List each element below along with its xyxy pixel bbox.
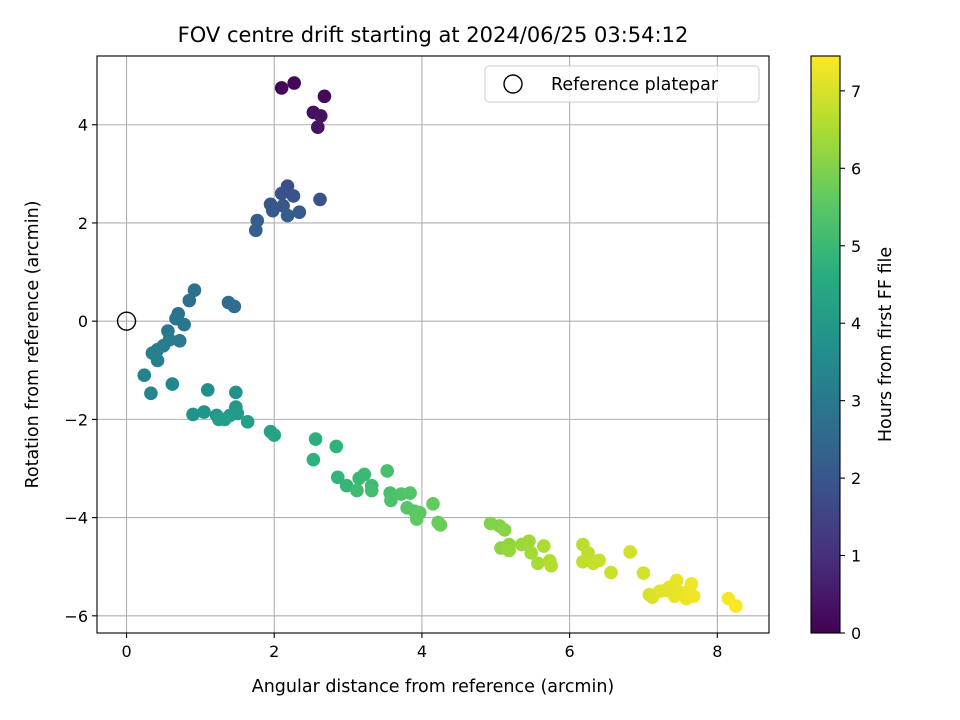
data-point	[200, 383, 215, 397]
data-point	[380, 464, 395, 478]
data-point	[728, 599, 743, 613]
colorbar-ticks: 0 1 2 3 4 5 6 7	[840, 82, 861, 643]
data-point	[172, 334, 187, 348]
x-tick-label: 8	[712, 642, 722, 661]
data-point	[197, 405, 211, 419]
colorbar-tick-label: 3	[851, 392, 861, 411]
data-point	[280, 208, 295, 223]
data-point	[186, 407, 200, 422]
data-point	[137, 368, 152, 382]
data-point	[604, 565, 618, 580]
data-point	[623, 545, 637, 559]
legend-marker	[503, 74, 523, 94]
x-axis-ticks: 0 2 4 6 8	[121, 633, 722, 661]
reference-platepar-marker	[116, 311, 137, 331]
data-point	[339, 478, 354, 493]
colorbar-tick-label: 4	[851, 314, 861, 333]
legend-box	[484, 65, 760, 103]
x-axis-label: Angular distance from reference (arcmin)	[252, 677, 615, 697]
data-point	[357, 467, 372, 482]
data-point	[248, 223, 263, 238]
colorbar	[810, 55, 841, 634]
legend: Reference platepar	[484, 65, 760, 103]
scatter-points	[137, 76, 743, 613]
data-point	[426, 497, 440, 511]
colorbar-tick-label: 0	[851, 624, 861, 643]
colorbar-tick-label: 7	[851, 82, 861, 101]
x-tick-label: 2	[269, 642, 279, 661]
data-point	[317, 89, 332, 104]
data-point	[265, 203, 280, 218]
data-point	[409, 512, 424, 526]
data-point	[329, 439, 344, 454]
data-point	[531, 556, 545, 571]
data-point	[669, 573, 684, 588]
plot-frame	[96, 55, 770, 634]
x-tick-label: 4	[417, 642, 427, 661]
data-point	[165, 377, 180, 391]
grid-lines	[97, 56, 769, 633]
data-point	[592, 553, 606, 568]
data-point	[313, 192, 327, 207]
data-point	[150, 353, 165, 368]
y-tick-label: −6	[64, 607, 88, 626]
data-point	[433, 518, 448, 532]
data-point	[274, 81, 289, 95]
data-point	[267, 428, 282, 442]
y-axis-label: Rotation from reference (arcmin)	[23, 201, 43, 489]
data-point	[686, 589, 701, 603]
data-point	[229, 385, 243, 400]
data-point	[502, 543, 516, 558]
data-point	[522, 534, 536, 548]
data-point	[684, 577, 699, 591]
data-point	[350, 483, 364, 498]
data-point	[144, 386, 158, 401]
data-point	[240, 415, 255, 429]
chart-title: FOV centre drift starting at 2024/06/25 …	[178, 23, 689, 47]
data-point	[230, 406, 245, 421]
data-point	[636, 566, 651, 580]
data-point	[227, 299, 242, 314]
y-tick-label: 2	[78, 214, 88, 233]
data-point	[182, 293, 197, 308]
colorbar-tick-label: 5	[851, 237, 861, 256]
data-point	[287, 76, 301, 90]
data-point	[187, 283, 202, 298]
data-point	[308, 432, 323, 446]
data-point	[274, 186, 289, 201]
data-point	[524, 546, 539, 560]
colorbar-tick-label: 2	[851, 469, 861, 488]
data-point	[536, 539, 551, 553]
data-point	[292, 205, 307, 219]
colorbar-tick-label: 6	[851, 159, 861, 178]
data-point	[497, 523, 512, 537]
data-point	[177, 317, 191, 332]
data-point	[330, 470, 345, 485]
y-tick-label: 0	[78, 312, 88, 331]
legend-entry-reference-platepar: Reference platepar	[551, 75, 719, 95]
x-tick-label: 0	[121, 642, 131, 661]
x-tick-label: 6	[565, 642, 575, 661]
data-point	[311, 120, 325, 135]
colorbar-tick-label: 1	[851, 547, 861, 566]
data-point	[313, 109, 328, 123]
colorbar-label: Hours from first FF file	[876, 247, 896, 442]
data-point	[364, 483, 379, 498]
y-tick-label: 4	[78, 116, 88, 135]
data-point	[384, 493, 398, 508]
data-point	[217, 412, 232, 427]
y-tick-label: −2	[64, 410, 88, 429]
data-point	[544, 558, 558, 573]
y-axis-ticks: −6 −4 −2 0 2 4	[64, 116, 97, 626]
data-point	[403, 486, 417, 500]
data-point	[306, 452, 321, 467]
data-point	[286, 189, 301, 203]
y-tick-label: −4	[64, 509, 88, 528]
data-point	[576, 554, 590, 569]
